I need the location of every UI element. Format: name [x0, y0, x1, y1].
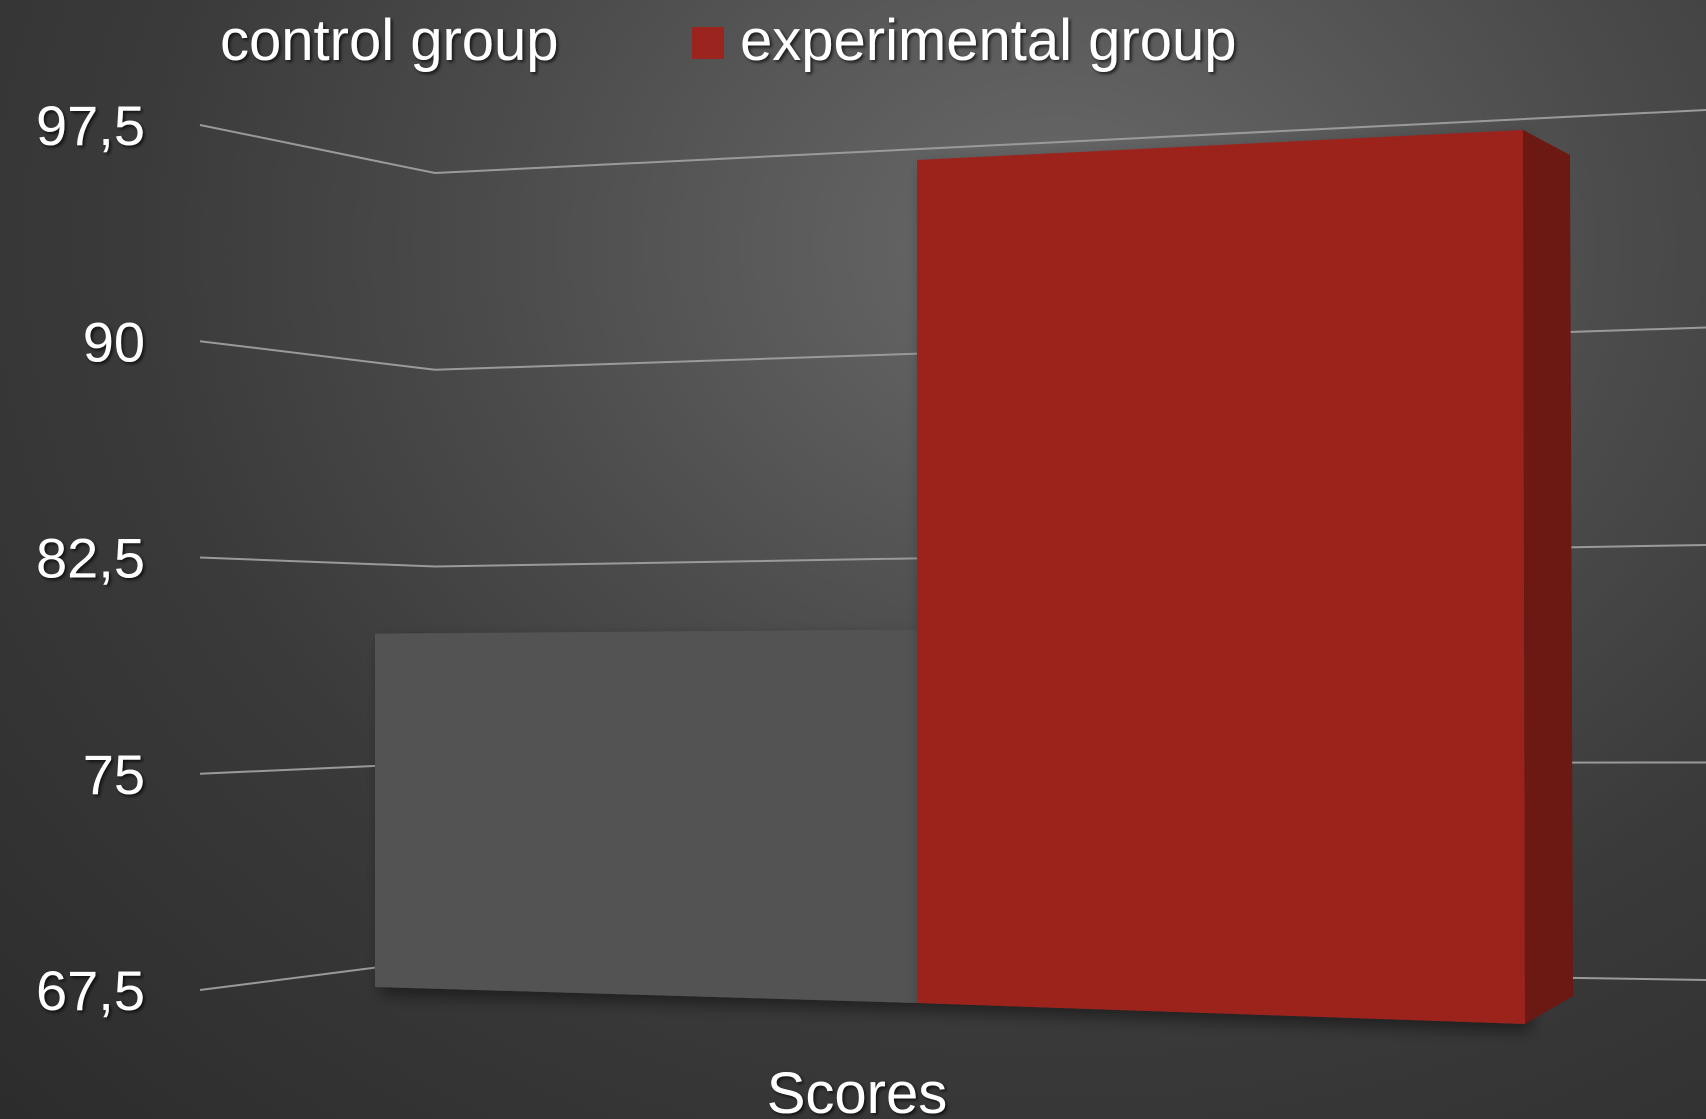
- legend-label-control-group: control group: [220, 8, 559, 73]
- y-tick-label: 82,5: [36, 527, 145, 590]
- x-axis-category-label: Scores: [767, 1061, 948, 1119]
- legend-label-experimental-group: experimental group: [740, 8, 1237, 73]
- y-tick-label: 90: [83, 310, 145, 373]
- bar-experimental-group-side: [1523, 130, 1573, 1024]
- y-tick-label: 97,5: [36, 94, 145, 157]
- legend: control group experimental group: [220, 8, 1237, 73]
- y-tick-label: 67,5: [36, 959, 145, 1022]
- legend-swatch-experimental-group: [692, 27, 724, 59]
- bar-control-group: [375, 629, 917, 1003]
- bar-experimental-group: [917, 130, 1525, 1024]
- y-axis-tick-labels: 67,5 75 82,5 90 97,5: [36, 94, 145, 1022]
- gridline: [199, 109, 1706, 175]
- y-tick-label: 75: [83, 743, 145, 806]
- bars: [375, 130, 1573, 1024]
